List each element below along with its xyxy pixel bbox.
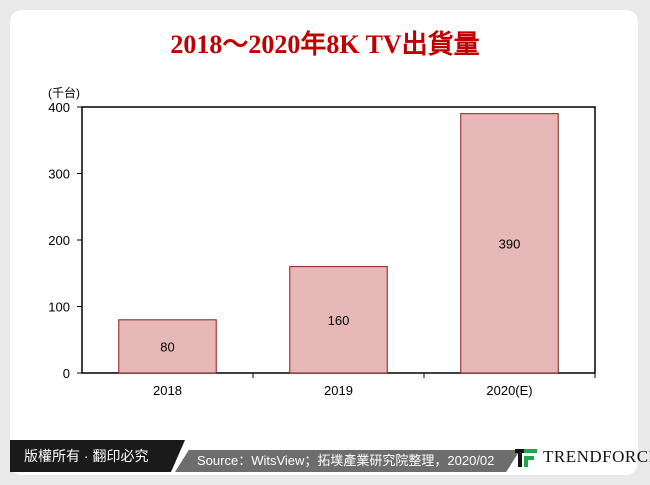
x-tick-label: 2019 (324, 383, 353, 398)
chart-title: 2018～2020年8K TV出貨量 (170, 30, 480, 59)
copyright-notice: 版權所有 · 翻印必究 (10, 440, 185, 472)
bar-2019 (289, 266, 388, 374)
source-note: Source：WitsView；拓墣產業研究院整理，2020/02 (175, 450, 520, 472)
x-tick-label: 2018 (153, 383, 182, 398)
y-tick-label: 100 (48, 300, 70, 315)
bar-2020(E) (460, 113, 559, 374)
y-tick-label: 400 (48, 100, 70, 115)
bar-2018 (118, 319, 217, 374)
y-tick-label: 300 (48, 167, 70, 182)
data-label: 80 (160, 339, 174, 354)
x-tick-label: 2020(E) (486, 383, 532, 398)
data-label: 390 (499, 236, 521, 251)
y-axis-unit: (千台) (48, 85, 80, 100)
data-label: 160 (328, 313, 350, 328)
logo-text: TRENDFORCE (543, 447, 650, 466)
y-tick-label: 0 (63, 366, 70, 381)
footer: 版權所有 · 翻印必究 Source：WitsView；拓墣產業研究院整理，20… (10, 440, 650, 472)
y-tick-label: 200 (48, 233, 70, 248)
trendforce-logo: TRENDFORCE (515, 442, 650, 472)
trendforce-logo-icon (515, 449, 537, 467)
